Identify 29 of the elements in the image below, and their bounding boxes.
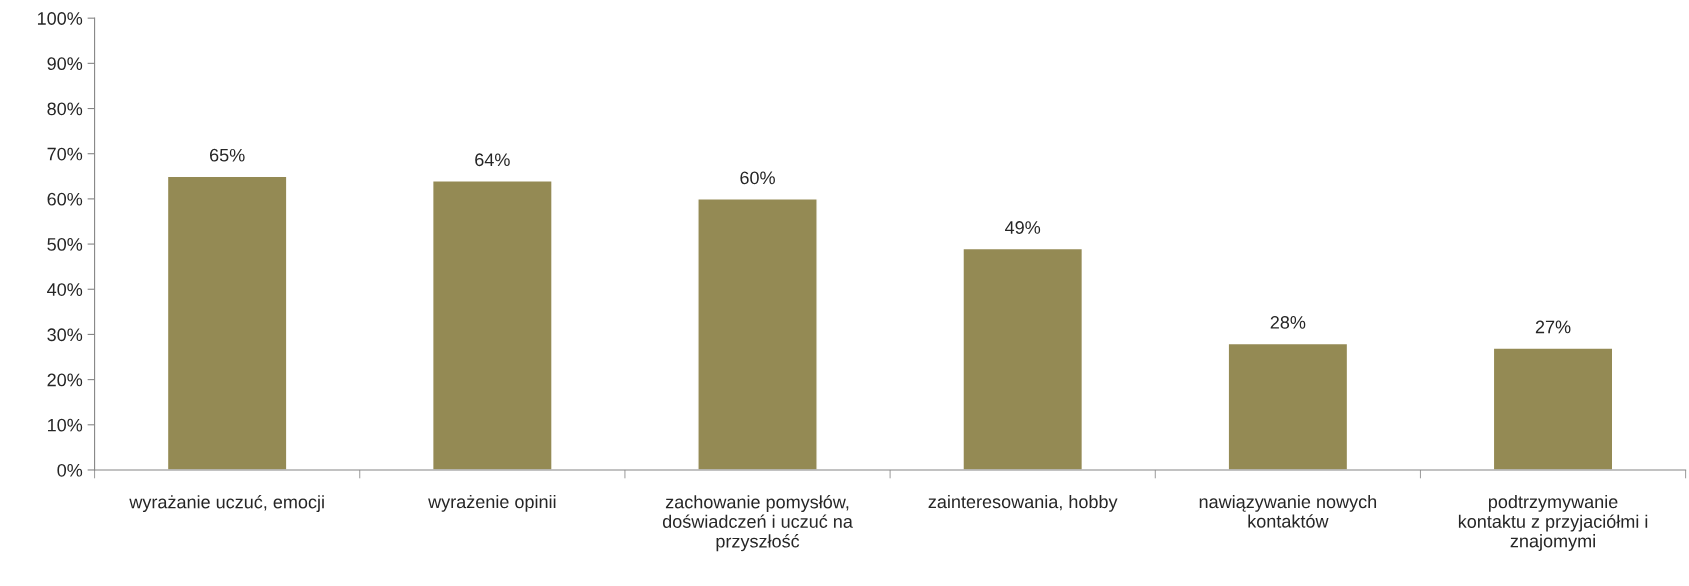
x-tick-label: nawiązywanie nowych kontaktów	[1199, 494, 1377, 528]
y-tick-label: 20%	[47, 373, 83, 387]
x-tick-label: zainteresowania, hobby	[928, 494, 1118, 512]
data-label: 60%	[740, 171, 775, 185]
x-tick-label: zachowanie pomysłów, doświadczeń i uczuć na przyszłość	[662, 494, 853, 552]
bar	[166, 175, 288, 470]
x-tick-label: wyrażanie uczuć, emocji	[129, 494, 324, 513]
y-tick-label: 100%	[37, 12, 83, 25]
data-label: 65%	[210, 148, 245, 162]
bar	[1227, 342, 1349, 470]
bar	[697, 198, 818, 470]
y-tick-label: 80%	[47, 102, 83, 116]
x-tick-label: podtrzymywanie kontaktu z przyjaciółmi i znajomymi	[1458, 494, 1648, 551]
data-label: 27%	[1535, 320, 1571, 334]
x-tick-label: wyrażenie opinii	[428, 494, 556, 512]
data-label: 64%	[475, 153, 510, 167]
y-tick-label: 10%	[48, 418, 83, 432]
y-tick-label: 50%	[47, 238, 83, 251]
y-tick-label: 60%	[47, 192, 83, 206]
data-label: 49%	[1005, 221, 1041, 234]
y-tick-label: 70%	[47, 147, 83, 161]
y-tick-label: 40%	[47, 283, 83, 296]
data-label: 28%	[1270, 316, 1306, 329]
y-tick-label: 90%	[47, 57, 83, 71]
y-tick-label: 30%	[47, 328, 83, 342]
y-tick-label: 0%	[57, 463, 83, 477]
bar	[431, 180, 553, 470]
bar	[1492, 347, 1614, 470]
bar	[962, 247, 1084, 470]
